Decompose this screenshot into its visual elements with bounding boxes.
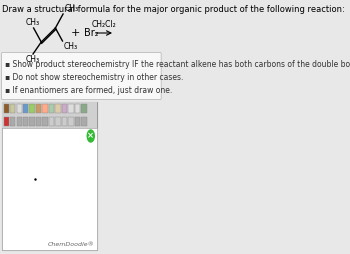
Bar [23,117,28,126]
Bar [62,104,67,113]
Bar [36,117,41,126]
Bar [4,117,9,126]
Bar [42,104,48,113]
Text: Br₂: Br₂ [84,28,98,38]
Text: ▪ If enantiomers are formed, just draw one.: ▪ If enantiomers are formed, just draw o… [5,86,173,95]
Circle shape [87,130,94,142]
Bar [23,104,28,113]
Bar [42,117,48,126]
FancyBboxPatch shape [1,53,161,100]
Bar [81,117,87,126]
Bar [2,115,97,128]
Text: CH₃: CH₃ [64,42,78,51]
Bar [68,117,74,126]
Bar [62,117,67,126]
Bar [36,104,41,113]
Text: CH₃: CH₃ [26,18,40,27]
Bar [2,102,97,250]
Text: +: + [71,28,80,38]
Bar [75,104,80,113]
Text: ChemDoodle®: ChemDoodle® [48,242,95,247]
Bar [29,104,35,113]
Text: ▪ Show product stereochemistry IF the reactant alkene has both carbons of the do: ▪ Show product stereochemistry IF the re… [5,60,350,69]
Bar [16,117,22,126]
Bar [2,128,97,250]
Bar [49,117,54,126]
Text: CH₃: CH₃ [64,4,78,13]
Text: ×: × [87,132,94,140]
Text: Draw a structural formula for the major organic product of the following reactio: Draw a structural formula for the major … [2,5,345,14]
Text: CH₂Cl₂: CH₂Cl₂ [92,20,117,29]
Bar [81,104,87,113]
Bar [55,117,61,126]
Bar [49,104,54,113]
Bar [10,117,15,126]
Bar [2,102,97,115]
Bar [68,104,74,113]
Bar [75,117,80,126]
Bar [16,104,22,113]
Text: ▪ Do not show stereochemistry in other cases.: ▪ Do not show stereochemistry in other c… [5,73,184,82]
Bar [10,104,15,113]
Bar [55,104,61,113]
Bar [4,104,9,113]
Bar [29,117,35,126]
Text: CH₃: CH₃ [25,55,40,64]
